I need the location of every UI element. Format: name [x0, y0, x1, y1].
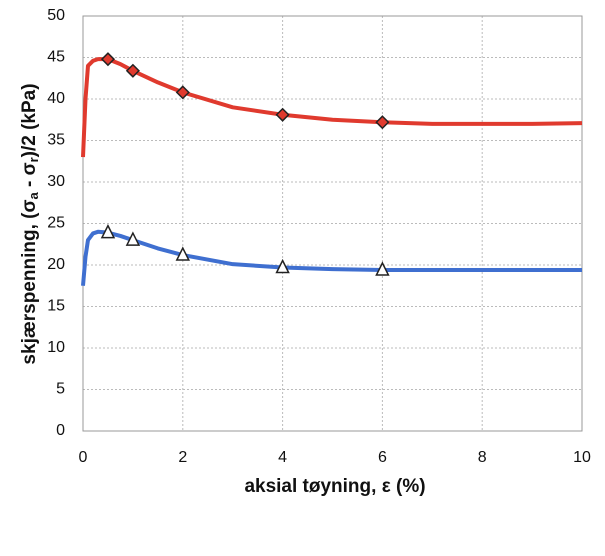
- marker: [275, 258, 290, 274]
- series-line: [81, 57, 583, 158]
- x-tick-label: 8: [478, 449, 487, 466]
- y-tick-label: 40: [47, 90, 65, 107]
- marker: [375, 261, 390, 276]
- marker: [100, 52, 116, 67]
- y-tick-label: 35: [47, 132, 65, 149]
- y-label-part: skjærspenning, (σ: [19, 200, 40, 365]
- y-label-part: - σ: [19, 162, 40, 192]
- y-label-sub: r: [26, 157, 41, 162]
- marker: [375, 115, 390, 130]
- series-line: [81, 229, 582, 286]
- y-label-part: )/2 (kPa): [19, 83, 40, 157]
- y-tick-label: 15: [47, 298, 65, 315]
- x-tick-label: 4: [278, 449, 287, 466]
- y-tick-label: 45: [47, 49, 65, 66]
- x-axis-label: aksial tøyning, ε (%): [244, 476, 425, 497]
- y-tick-label: 5: [56, 381, 65, 398]
- marker: [175, 246, 191, 261]
- x-tick-label: 6: [378, 449, 387, 466]
- marker: [275, 107, 290, 122]
- marker: [175, 85, 190, 100]
- marker: [100, 223, 116, 239]
- x-tick-label: 2: [178, 449, 187, 466]
- y-axis-label: skjærspenning, (σa - σr)/2 (kPa): [19, 83, 41, 364]
- y-tick-label: 10: [47, 339, 65, 356]
- y-tick-label: 30: [47, 173, 65, 190]
- y-label-sub: a: [26, 192, 41, 200]
- y-tick-label: 20: [47, 256, 65, 273]
- marker: [125, 231, 141, 246]
- x-tick-label: 10: [573, 449, 591, 466]
- y-tick-label: 50: [47, 7, 65, 24]
- marker: [125, 63, 140, 78]
- y-tick-label: 25: [47, 215, 65, 232]
- plot-frame: [82, 15, 583, 432]
- y-tick-label: 0: [56, 422, 65, 439]
- x-tick-label: 0: [79, 449, 88, 466]
